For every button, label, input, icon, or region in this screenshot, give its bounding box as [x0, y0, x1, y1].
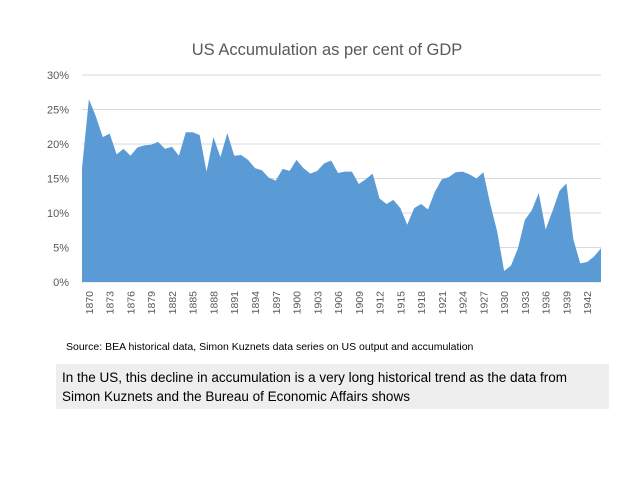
- x-tick-label: 1876: [125, 291, 137, 315]
- x-tick-label: 1879: [146, 291, 158, 315]
- x-tick-label: 1903: [312, 291, 324, 315]
- y-tick-label: 25%: [47, 105, 69, 117]
- caption-box: In the US, this decline in accumulation …: [56, 364, 609, 409]
- x-tick-label: 1921: [437, 291, 449, 315]
- x-tick-label: 1873: [105, 291, 117, 315]
- x-tick-label: 1933: [520, 291, 532, 315]
- x-tick-label: 1918: [416, 291, 428, 315]
- x-tick-label: 1912: [375, 291, 387, 315]
- x-tick-label: 1930: [499, 291, 511, 315]
- y-tick-label: 10%: [47, 208, 69, 220]
- x-tick-label: 1882: [167, 291, 179, 315]
- x-tick-label: 1936: [541, 291, 553, 315]
- x-tick-label: 1942: [582, 291, 594, 315]
- x-tick-label: 1891: [229, 291, 241, 315]
- area-series: [82, 99, 601, 283]
- y-tick-label: 15%: [47, 174, 69, 186]
- x-tick-label: 1927: [478, 291, 490, 315]
- area-fill: [82, 99, 601, 283]
- chart-title: US Accumulation as per cent of GDP: [192, 41, 463, 59]
- x-tick-label: 1939: [561, 291, 573, 315]
- x-axis-ticks: 1870 1873 1876 1879 1882 1885 1888 1891 1894 1897…: [84, 291, 594, 315]
- x-tick-label: 1915: [395, 291, 407, 315]
- caption-text: In the US, this decline in accumulation …: [62, 370, 568, 404]
- x-tick-label: 1885: [188, 291, 200, 315]
- x-tick-label: 1897: [271, 291, 283, 315]
- x-tick-label: 1870: [84, 291, 96, 315]
- source-note: Source: BEA historical data, Simon Kuzne…: [66, 341, 474, 353]
- x-tick-label: 1900: [292, 291, 304, 315]
- x-tick-label: 1888: [208, 291, 220, 315]
- x-tick-label: 1909: [354, 291, 366, 315]
- x-tick-label: 1894: [250, 291, 262, 315]
- y-tick-label: 20%: [47, 139, 69, 151]
- y-tick-label: 30%: [47, 70, 69, 82]
- y-tick-label: 5%: [53, 243, 69, 255]
- y-axis-ticks: 0% 5% 10% 15% 20% 25% 30%: [47, 70, 69, 289]
- x-tick-label: 1924: [458, 291, 470, 315]
- y-tick-label: 0%: [53, 277, 69, 289]
- area-chart: US Accumulation as per cent of GDP 0% 5% 1…: [47, 41, 601, 315]
- x-tick-label: 1906: [333, 291, 345, 315]
